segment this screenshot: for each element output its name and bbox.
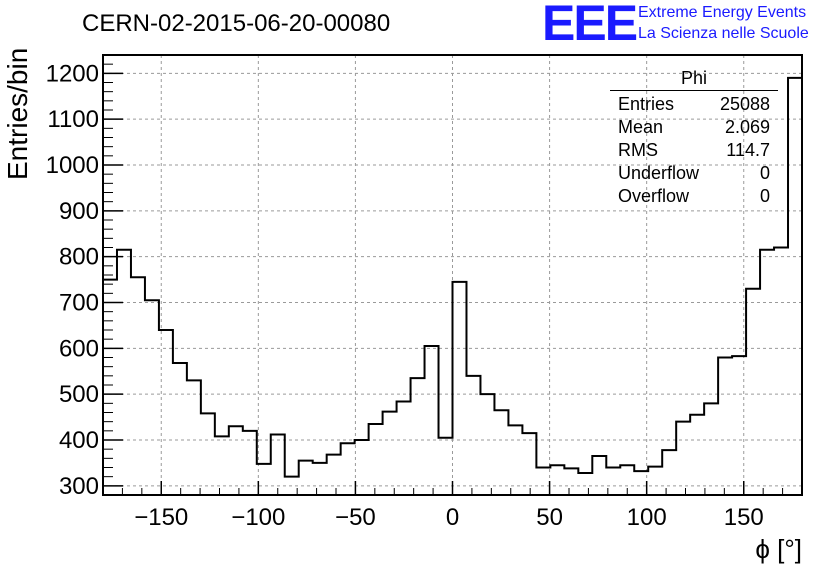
stat-row: Mean 2.069 <box>610 116 778 139</box>
stats-box: Phi Entries 25088 Mean 2.069 RMS 114.7 Unde… <box>610 68 778 208</box>
x-tick-label: −100 <box>231 504 285 531</box>
stats-title: Phi <box>610 68 778 91</box>
y-tick-label: 300 <box>59 473 99 500</box>
y-axis-label: Entries/bin <box>2 47 33 180</box>
x-tick-label: 50 <box>536 504 563 531</box>
y-tick-label: 700 <box>59 290 99 317</box>
stat-value: 0 <box>759 186 770 206</box>
stat-label: Entries <box>618 94 675 114</box>
stat-label: Mean <box>618 117 664 137</box>
y-tick-label: 900 <box>59 198 99 225</box>
plot-frame <box>102 54 803 496</box>
y-tick-label: 400 <box>59 427 99 454</box>
histogram-series <box>103 76 802 478</box>
y-tick-label: 600 <box>59 335 99 362</box>
stat-label: Overflow <box>618 186 690 206</box>
x-tick-label: 100 <box>627 504 667 531</box>
eee-logo: EEE <box>542 0 638 51</box>
x-tick-label: −50 <box>335 504 376 531</box>
x-axis-label: ϕ [°] <box>755 534 802 564</box>
x-tick-label: −150 <box>134 504 188 531</box>
stat-row: Entries 25088 <box>610 93 778 116</box>
chart-title: CERN-02-2015-06-20-00080 <box>82 10 391 37</box>
y-tick-label: 1200 <box>46 60 99 87</box>
stat-row: Underflow 0 <box>610 162 778 185</box>
stat-value: 114.7 <box>726 140 770 160</box>
x-tick-label: 0 <box>446 504 459 531</box>
stat-row: RMS 114.7 <box>610 139 778 162</box>
y-tick-label: 1000 <box>46 152 99 179</box>
stat-value: 2.069 <box>724 117 770 137</box>
x-tick-label: 150 <box>724 504 764 531</box>
logo-subtitle-2: La Scienza nelle Scuole <box>638 25 809 42</box>
y-tick-label: 800 <box>59 244 99 271</box>
y-tick-label: 500 <box>59 381 99 408</box>
stat-value: 0 <box>759 163 770 183</box>
stat-label: RMS <box>618 140 658 160</box>
stat-row: Overflow 0 <box>610 185 778 208</box>
y-tick-label: 1100 <box>47 106 99 133</box>
stat-label: Underflow <box>618 163 700 183</box>
stat-value: 25088 <box>719 94 770 114</box>
logo-subtitle-1: Extreme Energy Events <box>638 4 807 21</box>
